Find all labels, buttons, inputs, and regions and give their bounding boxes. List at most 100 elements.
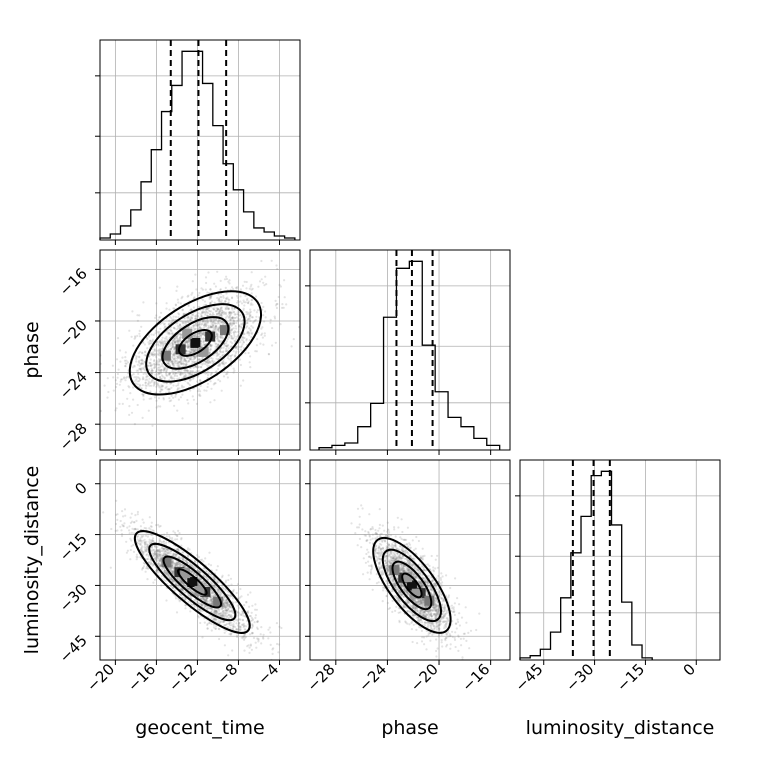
sample-point: [162, 553, 165, 556]
sample-point: [244, 628, 247, 631]
density-cell: [182, 328, 193, 339]
sample-point: [121, 378, 124, 381]
sample-point: [176, 355, 179, 358]
sample-point: [211, 598, 214, 601]
sample-point: [202, 582, 205, 585]
sample-point: [205, 570, 208, 573]
sample-point: [158, 525, 161, 528]
sample-point: [229, 633, 232, 636]
sample-point: [116, 376, 119, 379]
sample-point: [228, 604, 231, 607]
sample-point: [155, 568, 159, 572]
sample-point: [214, 371, 217, 374]
sample-point: [255, 646, 258, 649]
sample-point: [253, 309, 256, 312]
sample-point: [156, 560, 159, 563]
sample-point: [145, 384, 148, 387]
sample-point: [181, 362, 184, 365]
sample-point: [231, 316, 234, 319]
sample-point: [217, 627, 220, 630]
sample-point: [152, 555, 155, 558]
sample-point: [130, 512, 133, 515]
sample-point: [158, 348, 161, 351]
sample-point: [229, 311, 233, 314]
sample-point: [231, 286, 234, 289]
sample-point: [219, 288, 222, 291]
sample-point: [185, 559, 188, 562]
sample-point: [232, 367, 235, 370]
sample-point: [176, 388, 179, 391]
sample-point: [173, 338, 177, 341]
sample-point: [202, 339, 205, 342]
density-cell: [190, 337, 201, 348]
sample-point: [245, 339, 248, 342]
sample-point: [136, 513, 139, 516]
sample-point: [178, 585, 181, 589]
sample-point: [251, 619, 254, 622]
sample-point: [187, 316, 190, 319]
sample-point: [174, 341, 177, 344]
sample-point: [204, 583, 207, 586]
sample-point: [212, 308, 216, 311]
sample-point: [219, 620, 222, 623]
sample-point: [213, 327, 216, 330]
sample-point: [182, 320, 185, 323]
sample-point: [119, 378, 123, 381]
sample-point: [196, 354, 199, 357]
sample-point: [182, 360, 185, 363]
sample-point: [161, 362, 164, 366]
sample-point: [163, 567, 166, 570]
sample-point: [192, 347, 195, 350]
sample-point: [189, 350, 192, 353]
sample-point: [187, 382, 190, 385]
sample-point: [190, 349, 193, 352]
sample-point: [215, 610, 218, 613]
sample-point: [149, 339, 152, 342]
sample-point: [205, 319, 208, 323]
sample-point: [216, 580, 220, 583]
sample-point: [148, 343, 151, 346]
sample-point: [159, 563, 162, 566]
sample-point: [205, 281, 208, 285]
sample-point: [103, 384, 106, 387]
sample-point: [120, 533, 124, 536]
sample-point: [197, 616, 200, 619]
sample-point: [154, 396, 157, 399]
sample-point: [205, 577, 208, 580]
sample-point: [241, 343, 244, 346]
sample-point: [189, 351, 192, 354]
sample-point: [183, 322, 186, 325]
sample-point: [169, 550, 172, 553]
sample-point: [204, 276, 208, 279]
sample-point: [249, 633, 252, 636]
sample-point: [205, 361, 209, 364]
sample-point: [190, 308, 193, 312]
sample-point: [229, 614, 232, 618]
sample-point: [204, 598, 207, 601]
sample-point: [233, 321, 236, 325]
sample-point: [227, 614, 230, 617]
sample-point: [198, 394, 201, 397]
sample-point: [229, 323, 232, 326]
sample-point: [225, 311, 228, 314]
sample-point: [178, 579, 181, 582]
sample-point: [189, 389, 192, 392]
sample-point: [249, 285, 252, 288]
sample-point: [159, 390, 162, 393]
sample-point: [166, 368, 169, 371]
sample-point: [181, 559, 184, 562]
sample-point: [175, 289, 178, 292]
sample-point: [147, 341, 150, 344]
sample-point: [124, 362, 127, 365]
sample-point: [197, 369, 200, 373]
sample-point: [213, 282, 216, 285]
sample-point: [158, 360, 161, 363]
sample-point: [173, 552, 176, 555]
sample-point: [182, 582, 185, 585]
sample-point: [260, 278, 263, 281]
sample-point: [218, 310, 221, 313]
sample-point: [172, 371, 175, 374]
sample-point: [227, 344, 230, 347]
sample-point: [240, 338, 243, 342]
sample-point: [208, 318, 212, 321]
